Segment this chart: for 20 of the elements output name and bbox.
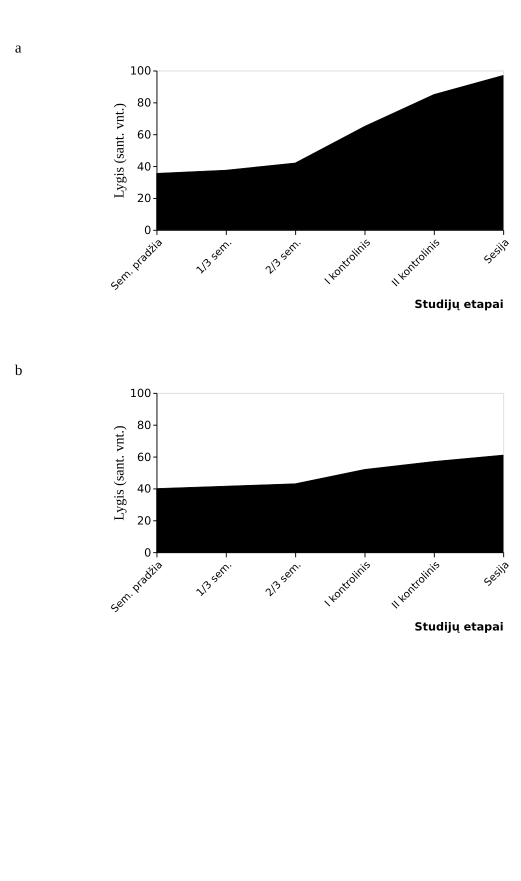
y-tick-label: 20 [137, 192, 152, 206]
y-tick-label: 80 [137, 96, 152, 110]
y-tick-label: 0 [144, 224, 152, 238]
y-tick-label: 20 [137, 514, 152, 528]
y-tick-label: 40 [137, 160, 152, 174]
y-tick-label: 60 [137, 450, 152, 464]
x-tick-label: 2/3 sem. [264, 236, 304, 277]
y-tick-label: 100 [130, 64, 152, 78]
y-tick-label: 80 [137, 418, 152, 432]
y-tick-label: 40 [137, 482, 152, 496]
x-axis-title: Studijų etapai [414, 620, 504, 634]
y-tick-label: 60 [137, 128, 152, 142]
y-tick-label: 100 [130, 387, 152, 400]
x-tick-label: 1/3 sem. [194, 236, 234, 277]
y-axis-title: Lygis (sant. vnt.) [111, 425, 128, 521]
y-axis-title: Lygis (sant. vnt.) [111, 102, 128, 198]
text: a [14, 40, 22, 57]
x-axis-title: Studijų etapai [414, 298, 504, 311]
y-tick-label: 0 [144, 546, 152, 560]
text: b [14, 363, 22, 380]
